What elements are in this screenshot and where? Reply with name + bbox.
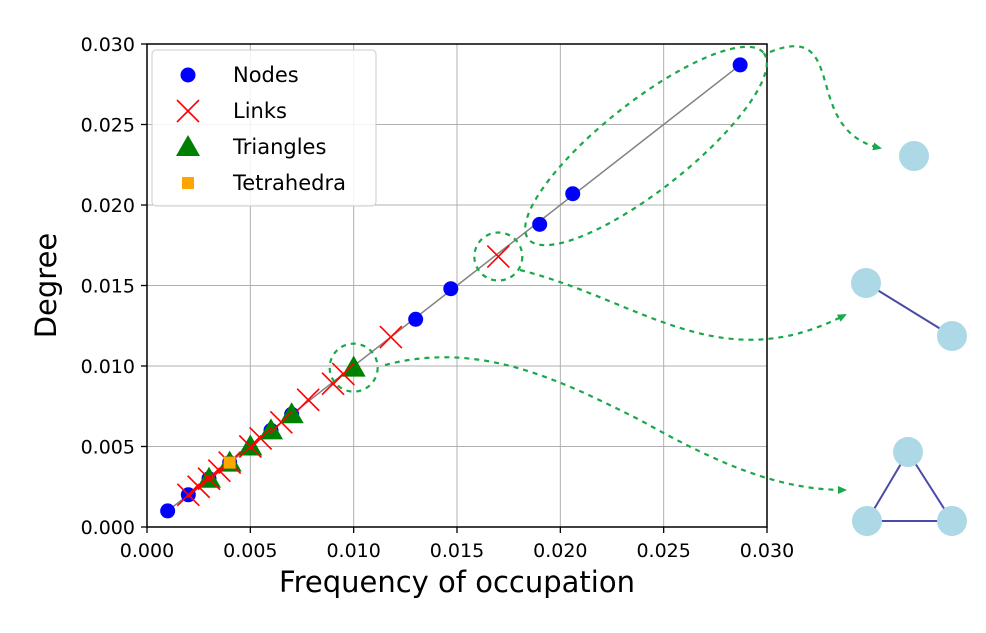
legend-marker-links <box>176 99 200 123</box>
x-tick-label: 0.010 <box>326 540 380 562</box>
graph-link-edge <box>865 282 953 337</box>
point-nodes <box>732 57 748 73</box>
y-tick-label: 0.000 <box>81 517 135 539</box>
x-tick-label: 0.030 <box>740 540 794 562</box>
point-links <box>269 410 293 434</box>
point-nodes <box>443 281 459 297</box>
y-tick-label: 0.010 <box>81 356 135 378</box>
y-tick-label: 0.030 <box>81 34 135 56</box>
point-nodes <box>532 216 548 232</box>
point-nodes <box>565 186 581 202</box>
legend: Nodes Links Triangles Tetrahedra <box>151 49 377 207</box>
legend-label-nodes: Nodes <box>233 63 299 87</box>
point-links-stroke <box>379 325 403 349</box>
highlight-arrow-triangles <box>384 356 847 494</box>
x-axis-title: Frequency of occupation <box>279 565 635 599</box>
x-tick-label: 0.015 <box>430 540 484 562</box>
point-links <box>187 475 211 499</box>
point-links <box>331 362 355 386</box>
highlight-arrow-nodes <box>769 45 882 151</box>
x-tick-label: 0.020 <box>533 540 587 562</box>
point-links-stroke <box>486 244 510 269</box>
point-links <box>176 483 200 507</box>
y-axis-title: Degree <box>29 233 63 339</box>
point-links-stroke <box>331 362 355 386</box>
point-links-stroke <box>197 467 221 491</box>
legend-label-links: Links <box>233 99 287 123</box>
plot-area <box>160 57 748 519</box>
graph-node <box>937 321 967 351</box>
legend-entries: Nodes Links Triangles Tetrahedra <box>176 63 346 195</box>
legend-label-tetrahedra: Tetrahedra <box>232 171 346 195</box>
highlight-ellipse-triangles <box>328 342 379 393</box>
legend-label-triangles: Triangles <box>232 135 326 159</box>
legend-marker-nodes <box>180 67 196 83</box>
x-tick-label: 0.025 <box>636 540 690 562</box>
graph-node <box>937 506 967 536</box>
x-tick-label: 0.005 <box>223 540 277 562</box>
y-tick-label: 0.025 <box>81 115 135 137</box>
point-links <box>379 325 403 349</box>
y-tick-label: 0.015 <box>81 276 135 298</box>
point-links-stroke <box>238 434 262 459</box>
point-links-stroke <box>269 410 293 434</box>
point-nodes <box>408 311 424 327</box>
point-links-stroke <box>187 475 211 499</box>
point-links <box>249 426 273 451</box>
point-triangles <box>238 434 263 456</box>
point-links <box>197 467 221 491</box>
highlight-ellipse-links <box>473 231 524 282</box>
graph-icons <box>851 141 967 536</box>
highlight-arrow-links <box>519 268 847 341</box>
axis-ticks: 0.000 0.005 0.010 0.015 0.020 0.025 0.030 0.000… <box>81 34 795 562</box>
point-links-stroke <box>296 388 320 412</box>
highlight-ellipse-nodes <box>524 45 768 247</box>
y-tick-label: 0.005 <box>81 437 135 459</box>
point-links <box>486 244 510 269</box>
graph-node <box>893 437 923 467</box>
highlights <box>328 45 882 494</box>
point-links <box>296 388 320 412</box>
data-marks <box>160 57 748 519</box>
point-links-stroke <box>176 483 200 507</box>
legend-marker-links-stroke <box>176 99 200 123</box>
point-links <box>238 434 262 459</box>
point-tetrahedra <box>223 456 236 469</box>
legend-marker-triangles <box>176 135 200 156</box>
legend-box <box>151 49 377 207</box>
point-triangles <box>341 355 366 377</box>
graph-node <box>852 506 882 536</box>
y-tick-label: 0.020 <box>81 195 135 217</box>
point-nodes <box>160 503 176 519</box>
point-links-stroke <box>249 426 273 451</box>
graph-node <box>851 268 881 298</box>
x-tick-label: 0.000 <box>120 540 174 562</box>
legend-marker-tetrahedra <box>182 177 194 189</box>
graph-node <box>899 141 929 171</box>
